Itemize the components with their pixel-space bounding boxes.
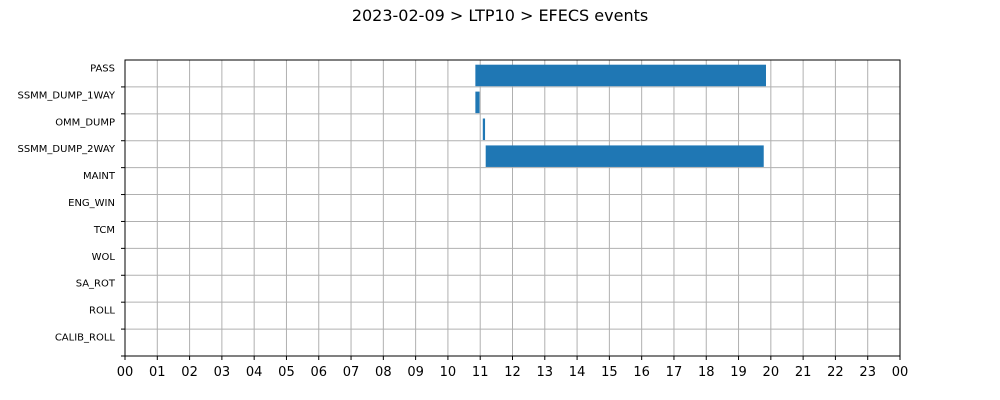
y-tick-label: WOL [92,252,116,263]
y-tick-label: PASS [90,63,115,74]
x-tick-label: 02 [181,365,198,380]
event-bar-omm-dump [482,118,486,141]
y-tick-label: CALIB_ROLL [55,333,116,344]
x-tick-label: 17 [666,365,683,380]
y-tick-label: SSMM_DUMP_1WAY [17,90,115,101]
event-bar-ssmm-dump-1way [475,91,480,114]
x-tick-label: 13 [537,365,554,380]
x-tick-label: 18 [698,365,715,380]
y-tick-label: SA_ROT [76,279,116,290]
x-tick-label: 22 [827,365,844,380]
x-tick-label: 19 [730,365,747,380]
x-tick-label: 09 [407,365,424,380]
chart-title: 2023-02-09 > LTP10 > EFECS events [351,6,649,25]
x-axis: 00 01 02 03 04 05 06 07 08 09 10 11 12 13 14 15 16 17 18 19… [117,356,909,380]
x-tick-label: 20 [763,365,780,380]
event-bar-ssmm-dump-2way [485,145,764,167]
x-tick-label: 16 [633,365,650,380]
x-tick-label: 07 [343,365,360,380]
bars [475,64,766,167]
x-tick-label: 23 [859,365,876,380]
x-tick-label: 11 [472,365,489,380]
x-tick-label: 00 [892,365,909,380]
grid [124,60,901,357]
x-tick-label: 21 [795,365,812,380]
y-axis: PASS SSMM_DUMP_1WAY OMM_DUMP SSMM_DUMP_2WAY… [17,63,125,357]
x-tick-label: 03 [214,365,231,380]
x-tick-label: 08 [375,365,392,380]
x-tick-label: 00 [117,365,134,380]
y-tick-label: SSMM_DUMP_2WAY [17,144,115,155]
x-tick-label: 01 [149,365,166,380]
x-tick-label: 12 [504,365,521,380]
x-tick-label: 14 [569,365,586,380]
x-tick-label: 06 [310,365,327,380]
x-tick-label: 05 [278,365,295,380]
y-tick-label: ROLL [89,306,115,317]
y-tick-label: OMM_DUMP [55,117,115,128]
y-tick-label: MAINT [83,171,116,182]
x-tick-label: 15 [601,365,618,380]
y-tick-label: ENG_WIN [68,198,115,209]
x-tick-label: 04 [246,365,263,380]
y-tick-label: TCM [93,225,115,236]
x-tick-label: 10 [440,365,457,380]
event-bar-pass [475,64,766,87]
